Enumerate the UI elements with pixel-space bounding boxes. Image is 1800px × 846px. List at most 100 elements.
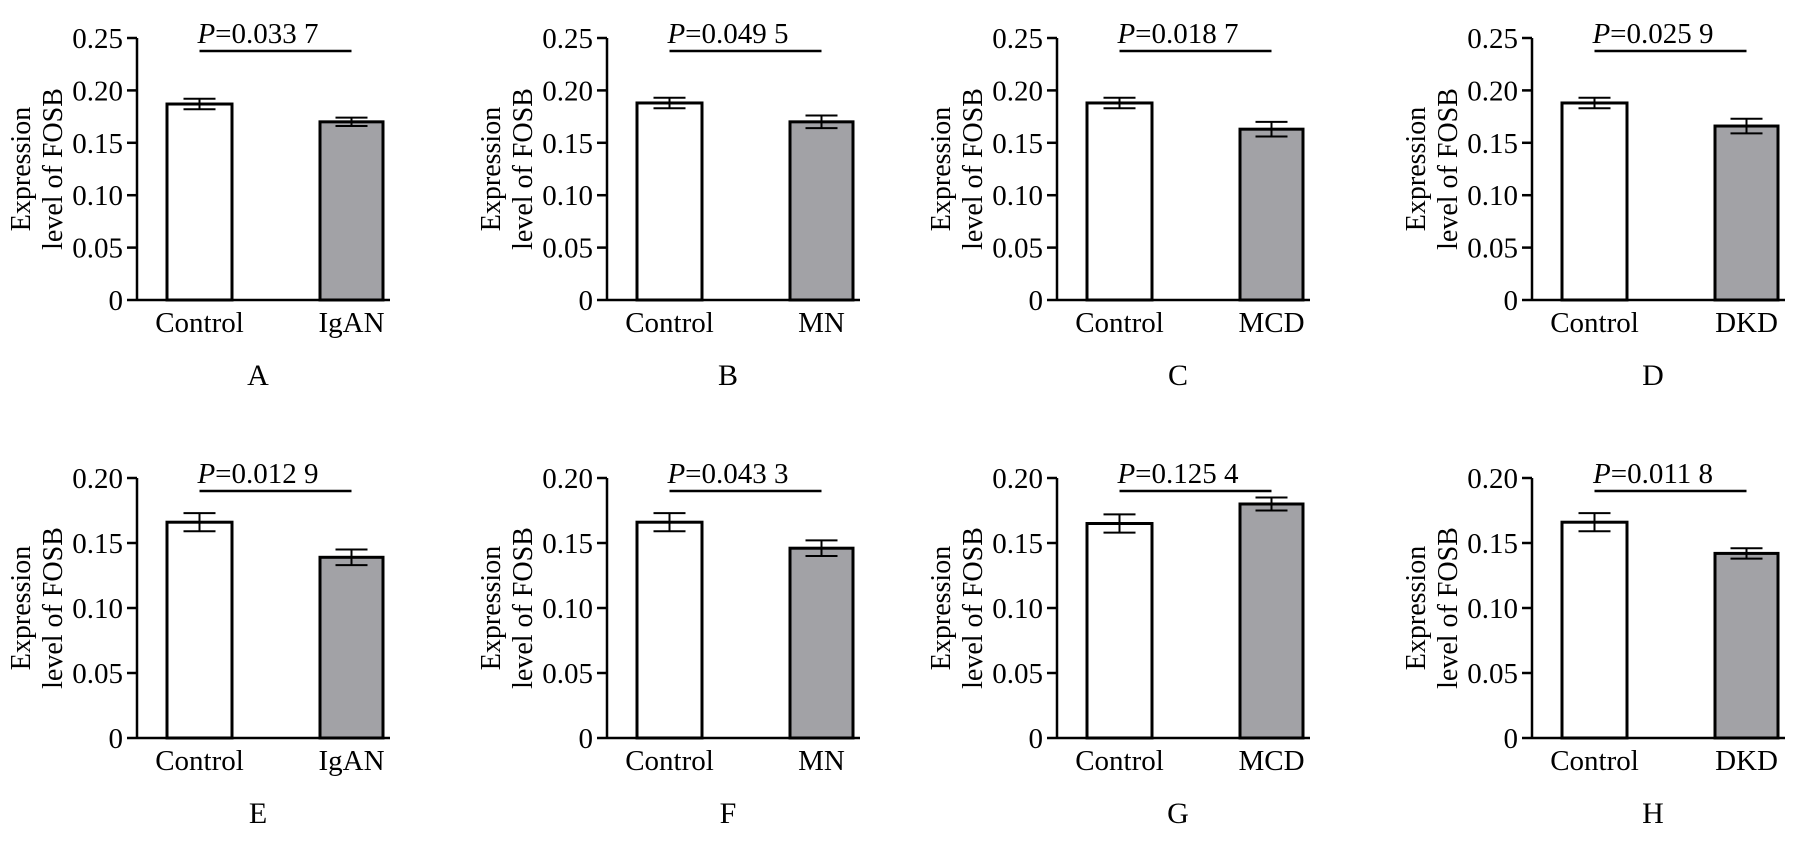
y-tick-label: 0.25 [72, 23, 123, 55]
p-symbol: P [666, 18, 685, 50]
p-value-label: P=0.025 9 [1591, 18, 1713, 50]
p-value: =0.012 9 [215, 458, 318, 490]
p-value-label: P=0.011 8 [1592, 458, 1713, 490]
panel-f: 0 0.05 0.10 0.15 0.20 Expression level of FOSB… [476, 458, 860, 830]
y-tick-label: 0.20 [542, 463, 593, 495]
p-value-label: P=0.043 3 [666, 458, 788, 490]
y-tick-label: 0.10 [542, 593, 593, 625]
p-value: =0.018 7 [1135, 18, 1238, 50]
y-tick-label: 0 [579, 285, 594, 317]
p-symbol: P [1116, 458, 1135, 490]
y-tick-label: 0.05 [542, 658, 593, 690]
bar-control [635, 520, 704, 740]
panel-letter: F [720, 797, 737, 830]
bar-dkd [1713, 551, 1780, 740]
panel-letter: B [718, 359, 738, 392]
panel-letter: E [249, 797, 267, 830]
y-axis-label: level of FOSB [508, 88, 539, 250]
panel-letter: C [1168, 359, 1188, 392]
panel-letter: A [247, 359, 269, 392]
y-axis-label: Expression [6, 546, 37, 670]
x-category-label: Control [155, 745, 244, 777]
y-tick-label: 0.05 [1467, 233, 1518, 265]
x-category-label: Control [1550, 745, 1639, 777]
y-tick-label: 0.20 [992, 463, 1043, 495]
bar-control [165, 102, 234, 302]
panel-e: 0 0.05 0.10 0.15 0.20 Expression level of FOSB… [6, 458, 390, 830]
p-value: =0.033 7 [215, 18, 318, 50]
y-axis-label: level of FOSB [38, 527, 69, 689]
bar-control [1560, 520, 1629, 740]
x-category-label: MCD [1238, 745, 1304, 777]
y-tick-label: 0 [1029, 723, 1044, 755]
p-value-label: P=0.125 4 [1116, 458, 1239, 490]
y-tick-label: 0.10 [992, 180, 1043, 212]
p-symbol: P [196, 18, 215, 50]
y-tick-label: 0.15 [542, 128, 593, 160]
y-tick-label: 0.25 [992, 23, 1043, 55]
p-value-label: P=0.049 5 [666, 18, 788, 50]
x-category-label: Control [1075, 745, 1164, 777]
x-category-label: Control [155, 307, 244, 339]
y-tick-label: 0.05 [72, 658, 123, 690]
y-tick-label: 0.10 [1467, 180, 1518, 212]
y-tick-label: 0.05 [992, 658, 1043, 690]
p-symbol: P [1591, 18, 1610, 50]
y-tick-label: 0 [1504, 285, 1519, 317]
y-tick-label: 0.20 [1467, 75, 1518, 107]
y-tick-label: 0.10 [72, 180, 123, 212]
p-symbol: P [196, 458, 215, 490]
bar-dkd [1713, 124, 1780, 302]
y-axis-label: level of FOSB [1433, 527, 1464, 689]
x-category-label: Control [1550, 307, 1639, 339]
y-axis-label: level of FOSB [958, 88, 989, 250]
x-category-label: IgAN [318, 745, 384, 777]
y-axis-label: Expression [476, 107, 507, 231]
panel-h: 0 0.05 0.10 0.15 0.20 Expression level of FOSB… [1401, 458, 1785, 830]
y-tick-label: 0.25 [542, 23, 593, 55]
y-tick-label: 0.20 [992, 75, 1043, 107]
y-axis-label: Expression [926, 546, 957, 670]
x-category-label: Control [625, 307, 714, 339]
y-tick-label: 0.05 [542, 233, 593, 265]
panel-letter: H [1642, 797, 1664, 830]
p-value-label: P=0.018 7 [1116, 18, 1238, 50]
x-category-label: Control [1075, 307, 1164, 339]
p-value: =0.049 5 [685, 18, 788, 50]
bar-control [165, 520, 234, 740]
x-category-label: DKD [1715, 307, 1778, 339]
bar-control [635, 101, 704, 302]
y-tick-label: 0.05 [992, 233, 1043, 265]
y-tick-label: 0.05 [72, 233, 123, 265]
y-axis-label: level of FOSB [1433, 88, 1464, 250]
x-category-label: MN [798, 745, 845, 777]
y-tick-label: 0.20 [1467, 463, 1518, 495]
bar-mcd [1238, 127, 1305, 302]
y-tick-label: 0 [109, 285, 124, 317]
panel-letter: G [1167, 797, 1189, 830]
bar-igan [318, 555, 385, 740]
x-category-label: MN [798, 307, 845, 339]
p-value: =0.125 4 [1135, 458, 1239, 490]
y-tick-label: 0.10 [72, 593, 123, 625]
y-tick-label: 0.15 [1467, 528, 1518, 560]
y-axis-label: Expression [1401, 107, 1432, 231]
x-category-label: IgAN [318, 307, 384, 339]
panel-g: 0 0.05 0.10 0.15 0.20 Expression level of FOSB… [926, 458, 1310, 830]
y-tick-label: 0.25 [1467, 23, 1518, 55]
panel-a: 0 0.05 0.10 0.15 0.20 0.25 Expression level of … [6, 18, 390, 392]
x-category-label: Control [625, 745, 714, 777]
y-tick-label: 0.15 [72, 528, 123, 560]
y-tick-label: 0 [579, 723, 594, 755]
y-tick-label: 0.20 [72, 463, 123, 495]
bar-control [1085, 522, 1154, 740]
bar-mn [788, 120, 855, 302]
p-value: =0.025 9 [1610, 18, 1713, 50]
y-tick-label: 0.20 [72, 75, 123, 107]
p-value: =0.011 8 [1611, 458, 1713, 490]
y-tick-label: 0.15 [992, 528, 1043, 560]
bar-igan [318, 120, 385, 302]
bar-control [1560, 101, 1629, 302]
y-axis-label: Expression [6, 107, 37, 231]
